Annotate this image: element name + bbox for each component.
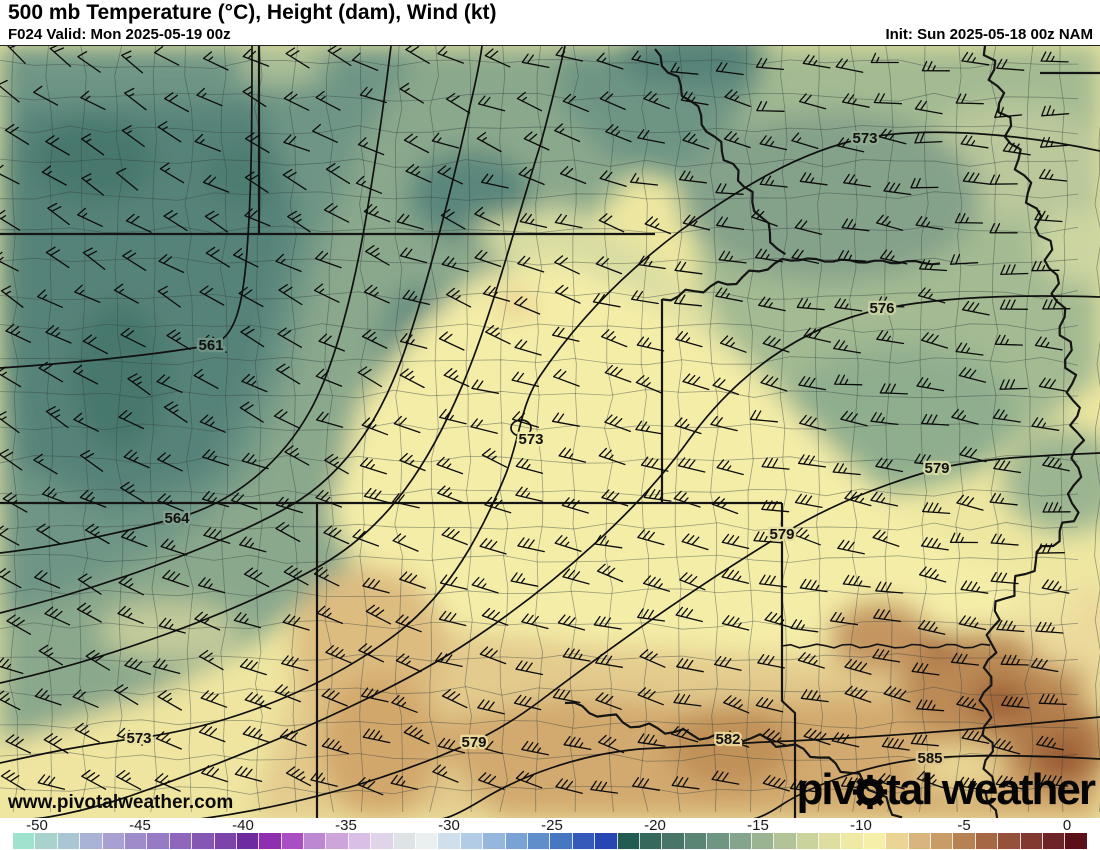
watermark-text-post: tal weather [886,765,1096,814]
colorbar-cell [975,833,999,849]
colorbar-cell [304,833,327,849]
gear-icon [853,774,888,810]
height-contour-label: 579 [769,526,794,543]
colorbar-cell [998,833,1021,849]
height-contour-label: 579 [461,734,486,751]
colorbar-cell [684,833,708,849]
height-contour-label: 585 [917,750,942,767]
colorbar-cell [774,833,797,849]
watermark-text-pre: piv [796,765,857,814]
colorbar-cell [281,833,305,849]
height-contour-label: 579 [924,460,949,477]
colorbar-cell [662,833,685,849]
weather-map-svg: 561 564 573 573 573 576 579 579 579 582 585 [0,46,1100,819]
model-init-label: Init: Sun 2025-05-18 00z NAM [885,26,1093,43]
temperature-colorbar [13,833,1087,849]
colorbar-cell [617,833,640,849]
colorbar-cell [527,833,551,849]
colorbar-cell [192,833,215,849]
colorbar-cell [57,833,81,849]
colorbar-tick-label: -30 [438,817,460,834]
watermark: piv tal weather [796,765,1096,814]
colorbar-cell [326,833,349,849]
site-url: www.pivotalweather.com [8,792,234,813]
colorbar-cell [393,833,417,849]
height-contour-label: 573 [518,431,543,448]
height-contour-label: 576 [869,300,894,317]
colorbar-tick-label: 0 [1062,817,1072,834]
colorbar-scale: -50 -45 -40 -35 -30 -25 -20 -15 -10 -5 0 [0,818,1100,833]
colorbar-cell [751,833,775,849]
height-contour-label: 564 [164,510,190,527]
colorbar-cell [505,833,528,849]
colorbar-cell [1020,833,1043,849]
map-subtitle-row: F024 Valid: Mon 2025-05-19 00z Init: Sun… [0,26,1100,45]
colorbar-tick-label: -45 [129,817,151,834]
colorbar-cell [1042,833,1066,849]
colorbar-cell [550,833,573,849]
colorbar-cell [35,833,58,849]
colorbar-cell [572,833,596,849]
colorbar-tick-label: -5 [957,817,971,834]
colorbar-cell [259,833,282,849]
colorbar-tick-label: -40 [232,817,254,834]
colorbar-cell [214,833,237,849]
colorbar-tick-label: -50 [26,817,48,834]
temperature-fill-layer [0,46,1100,819]
colorbar-cell [595,833,618,849]
colorbar-cell [908,833,932,849]
colorbar-tick-label: -35 [335,817,357,834]
map-canvas: 561 564 573 573 573 576 579 579 579 582 585 www.pi… [0,45,1100,819]
colorbar-cell [863,833,887,849]
colorbar-cell [707,833,730,849]
colorbar-cell [348,833,372,849]
height-contour-label: 573 [852,130,877,147]
colorbar-cell [483,833,506,849]
colorbar-tick-label: -20 [644,817,666,834]
colorbar-cell [13,833,36,849]
colorbar-cell [639,833,663,849]
colorbar-cell [953,833,976,849]
colorbar-cell [729,833,752,849]
height-contour-label: 573 [126,730,151,747]
height-contour-label: 561 [198,337,223,354]
colorbar-cell [102,833,125,849]
colorbar-cell [147,833,170,849]
colorbar-cell [460,833,484,849]
map-header: 500 mb Temperature (°C), Height (dam), W… [0,0,1100,45]
colorbar-cell [169,833,193,849]
colorbar-cell [124,833,148,849]
colorbar-cell [371,833,394,849]
colorbar-cell [236,833,260,849]
height-contour-label: 582 [715,731,740,748]
colorbar-cell [886,833,909,849]
colorbar-cell [438,833,461,849]
contour-labels-layer: 561 564 573 573 573 576 579 579 579 582 585 [124,128,952,770]
colorbar-tick-label: -15 [747,817,769,834]
colorbar-cell [796,833,820,849]
colorbar-cell [80,833,103,849]
colorbar-cell [841,833,864,849]
colorbar-tick-label: -10 [850,817,872,834]
colorbar-cell [1065,833,1087,849]
colorbar-cell [931,833,954,849]
colorbar-cell [819,833,842,849]
colorbar-tick-label: -25 [541,817,563,834]
wind-barbs-layer [0,46,1071,796]
colorbar-cell [416,833,439,849]
map-title: 500 mb Temperature (°C), Height (dam), W… [8,1,497,24]
county-lines-layer [0,46,1100,813]
forecast-valid-label: F024 Valid: Mon 2025-05-19 00z [8,26,231,43]
